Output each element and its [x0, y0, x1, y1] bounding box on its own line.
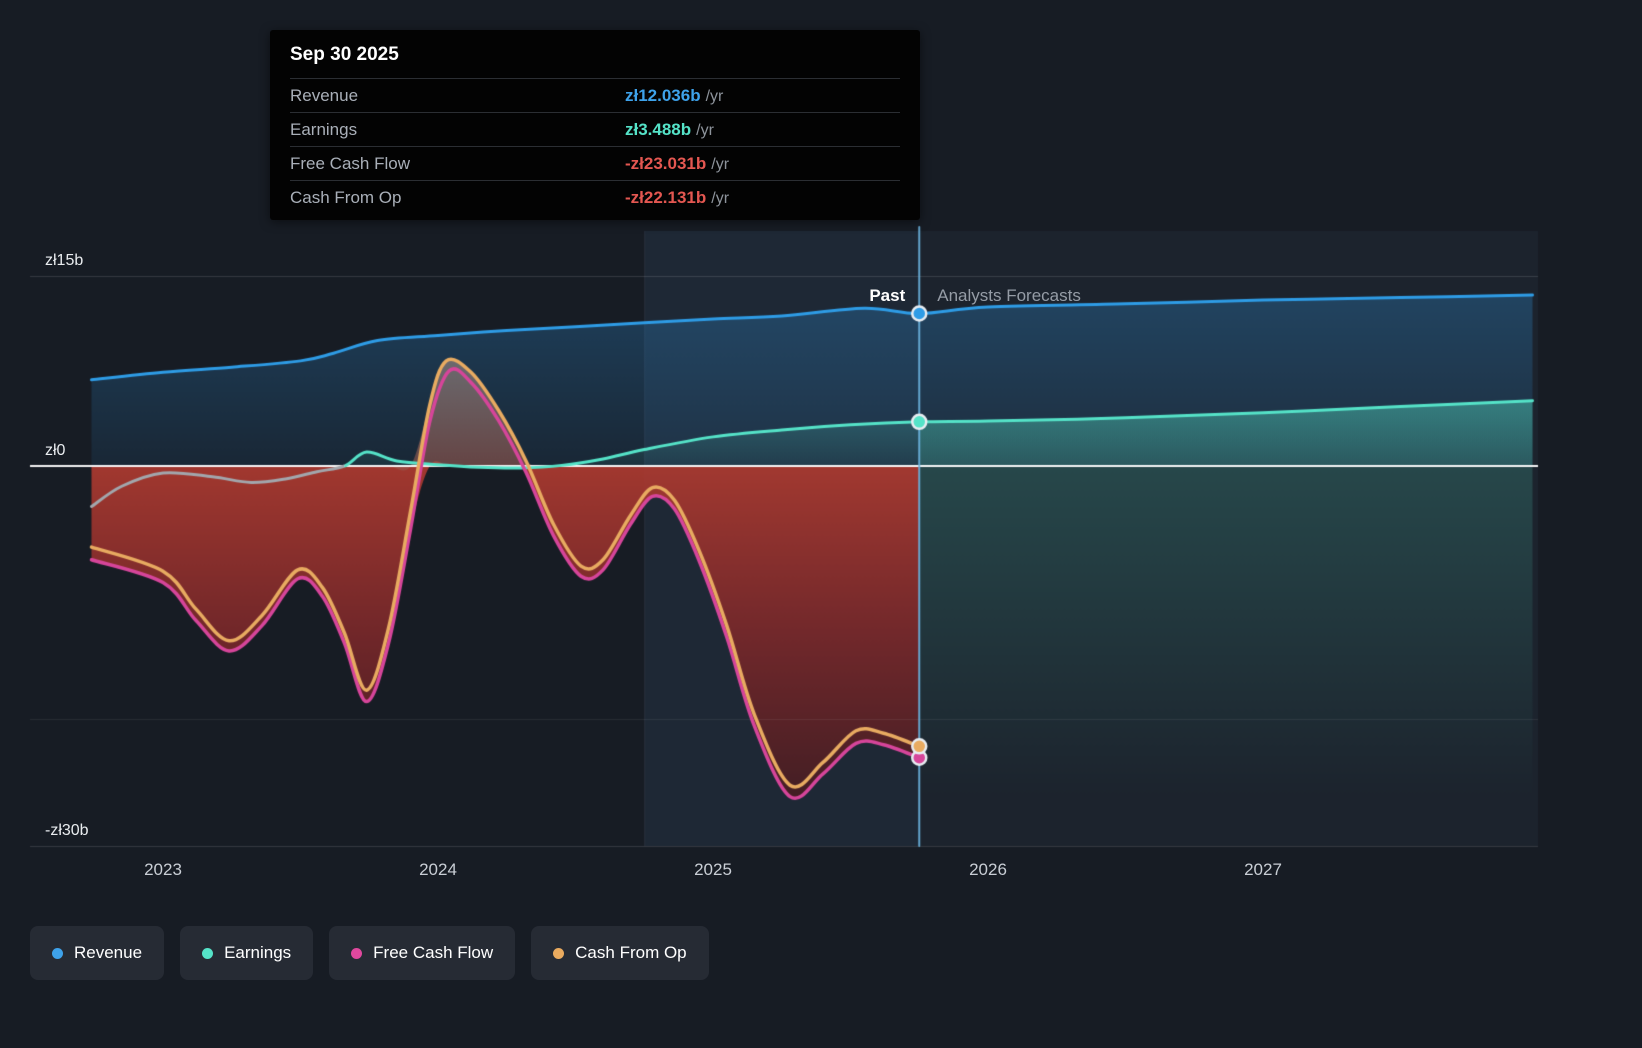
- legend-label: Revenue: [74, 943, 143, 962]
- tooltip-row-value: -zł23.031b/yr: [625, 153, 730, 173]
- chart-legend: Revenue Earnings Free Cash Flow Cash From O…: [30, 926, 709, 980]
- tooltip-row-value: zł12.036b/yr: [625, 85, 724, 105]
- legend-item-earnings[interactable]: Earnings: [180, 926, 314, 980]
- tooltip-row-value: zł3.488b/yr: [625, 119, 714, 139]
- legend-label: Free Cash Flow: [373, 943, 494, 962]
- chart-tooltip: Sep 30 2025 Revenue zł12.036b/yr Earnings z…: [270, 30, 920, 220]
- x-axis-label: 2025: [694, 860, 732, 879]
- tooltip-row-label: Earnings: [290, 119, 358, 139]
- legend-dot: [351, 947, 363, 959]
- x-axis-label: 2026: [969, 860, 1007, 879]
- tooltip-row-suffix: /yr: [711, 155, 730, 173]
- legend-label: Earnings: [224, 943, 292, 962]
- tooltip-row-label: Revenue: [290, 85, 359, 105]
- tooltip-row-label: Free Cash Flow: [290, 153, 410, 173]
- tooltip-row-value: -zł22.131b/yr: [625, 187, 730, 207]
- legend-dot: [52, 947, 63, 959]
- legend-item-cash-from-op[interactable]: Cash From Op: [531, 926, 709, 980]
- tooltip-row-suffix: /yr: [705, 87, 724, 105]
- legend-dot: [553, 947, 565, 959]
- tooltip-row-suffix: /yr: [696, 121, 714, 139]
- forecast-label: Analysts Forecasts: [937, 286, 1081, 305]
- tooltip-row: Cash From Op -zł22.131b/yr: [290, 180, 900, 214]
- legend-label: Cash From Op: [575, 943, 687, 962]
- legend-item-free-cash-flow[interactable]: Free Cash Flow: [329, 926, 516, 980]
- tooltip-row: Revenue zł12.036b/yr: [290, 78, 900, 112]
- past-label: Past: [869, 286, 906, 305]
- x-axis-label: 2023: [144, 860, 182, 879]
- tooltip-row: Free Cash Flow -zł23.031b/yr: [290, 146, 900, 180]
- y-axis-label: -zł30b: [45, 822, 89, 839]
- y-axis-label: zł15b: [45, 251, 84, 269]
- tooltip-date: Sep 30 2025: [290, 44, 399, 65]
- tooltip-row-suffix: /yr: [711, 189, 730, 207]
- x-axis-label: 2024: [419, 860, 457, 879]
- tooltip-row: Earnings zł3.488b/yr: [290, 112, 900, 146]
- legend-item-revenue[interactable]: Revenue: [30, 926, 165, 980]
- y-axis-label: zł0: [45, 442, 66, 459]
- x-axis-label: 2027: [1244, 860, 1282, 879]
- tooltip-row-label: Cash From Op: [290, 187, 402, 207]
- legend-dot: [202, 947, 214, 959]
